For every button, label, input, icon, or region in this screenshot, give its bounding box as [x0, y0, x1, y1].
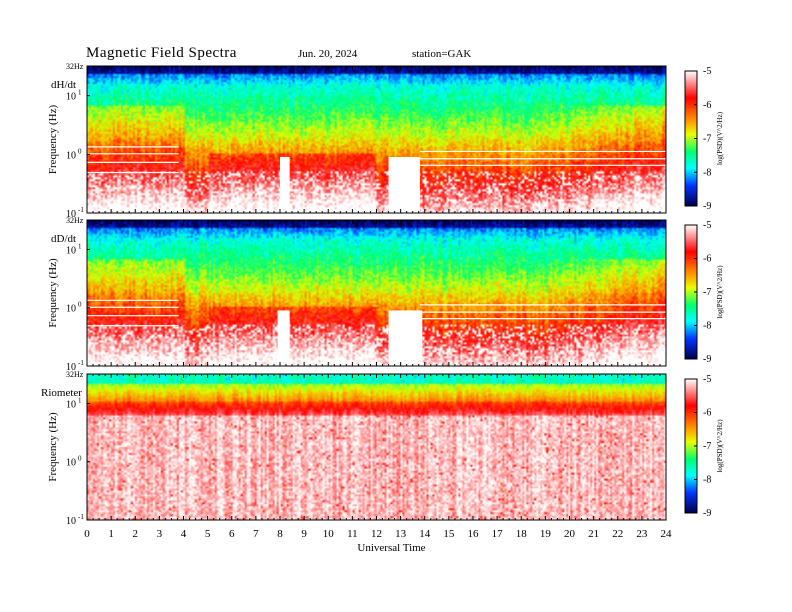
- x-tick-label: 13: [395, 528, 407, 540]
- y-tick-label-2: 10: [66, 516, 76, 527]
- panel-label: Riometer: [41, 387, 82, 399]
- x-tick-label: 20: [564, 528, 576, 540]
- x-tick-label: 4: [181, 528, 187, 540]
- page-title: Magnetic Field Spectra: [86, 45, 237, 61]
- x-tick-label: 8: [277, 528, 283, 540]
- x-tick-label: 7: [253, 528, 259, 540]
- y-top-label: 32Hz: [66, 62, 84, 71]
- data-gap: [388, 157, 420, 213]
- x-tick-label: 15: [443, 528, 455, 540]
- y-axis-label: Frequency (Hz): [47, 105, 59, 175]
- y-tick-label-1: 10: [66, 150, 76, 161]
- y-tick-label-0: 10: [66, 399, 76, 410]
- y-tick-label-0: 10: [66, 245, 76, 256]
- colorbar-tick-label: -7: [703, 441, 711, 452]
- colorbar-label: log(PSD)(V^2/Hz): [716, 265, 724, 319]
- y-tick-label-1: 10: [66, 458, 76, 469]
- y-axis-label: Frequency (Hz): [47, 258, 59, 328]
- x-tick-label: 16: [468, 528, 480, 540]
- y-tick-exp-2: -1: [78, 359, 84, 367]
- y-tick-exp-1: 0: [78, 455, 82, 463]
- x-tick-label: 22: [612, 528, 623, 540]
- colorbar-tick-label: -8: [703, 167, 711, 178]
- y-tick-label-2: 10: [66, 362, 76, 373]
- x-tick-label: 18: [516, 528, 528, 540]
- x-tick-label: 1: [108, 528, 114, 540]
- colorbar-tick-label: -9: [703, 508, 711, 519]
- panel-label: dD/dt: [51, 233, 76, 245]
- x-tick-label: 3: [157, 528, 163, 540]
- colorbar-tick-label: -5: [703, 374, 711, 385]
- data-gap: [280, 157, 290, 213]
- colorbar-tick-label: -7: [703, 287, 711, 298]
- colorbar-tick-label: -8: [703, 321, 711, 332]
- colorbar-label: log(PSD)(V^2/Hz): [716, 419, 724, 473]
- data-gap: [277, 310, 290, 366]
- x-tick-label: 19: [540, 528, 552, 540]
- x-tick-label: 17: [492, 528, 504, 540]
- y-top-label: 32Hz: [66, 216, 84, 225]
- x-tick-label: 6: [229, 528, 235, 540]
- spectrogram-image: [87, 374, 666, 520]
- spectrogram-image: [87, 220, 666, 366]
- y-tick-exp-0: 1: [78, 89, 82, 97]
- y-tick-exp-2: -1: [78, 206, 84, 214]
- colorbar-tick-label: -7: [703, 134, 711, 145]
- x-tick-label: 9: [301, 528, 307, 540]
- y-axis-label: Frequency (Hz): [47, 412, 59, 482]
- y-tick-label-1: 10: [66, 304, 76, 315]
- y-tick-exp-1: 0: [78, 147, 82, 155]
- colorbar-tick-label: -9: [703, 354, 711, 365]
- x-tick-label: 11: [347, 528, 358, 540]
- colorbar-tick-label: -6: [703, 408, 711, 419]
- x-tick-label: 5: [205, 528, 211, 540]
- colorbar-label: log(PSD)(V^2/Hz): [716, 111, 724, 165]
- x-tick-label: 2: [133, 528, 139, 540]
- y-tick-exp-0: 1: [78, 396, 82, 404]
- x-tick-label: 0: [84, 528, 90, 540]
- x-tick-label: 12: [371, 528, 382, 540]
- x-axis-label: Universal Time: [357, 542, 425, 554]
- data-gap: [388, 310, 423, 366]
- panel-label: dH/dt: [51, 79, 76, 91]
- x-tick-label: 10: [323, 528, 335, 540]
- y-tick-label-0: 10: [66, 92, 76, 103]
- y-tick-exp-1: 0: [78, 301, 82, 309]
- y-tick-label-2: 10: [66, 209, 76, 220]
- station-label: station=GAK: [412, 48, 472, 60]
- y-tick-exp-0: 1: [78, 242, 82, 250]
- colorbar-tick-label: -5: [703, 220, 711, 231]
- x-tick-label: 14: [419, 528, 431, 540]
- colorbar-tick-label: -6: [703, 254, 711, 265]
- x-tick-label: 24: [661, 528, 673, 540]
- colorbar-tick-label: -9: [703, 201, 711, 212]
- colorbar-tick-label: -6: [703, 100, 711, 111]
- colorbar-tick-label: -5: [703, 66, 711, 77]
- x-tick-label: 23: [636, 528, 648, 540]
- y-tick-exp-2: -1: [78, 513, 84, 521]
- date-label: Jun. 20, 2024: [298, 48, 358, 60]
- y-top-label: 32Hz: [66, 370, 84, 379]
- x-tick-label: 21: [588, 528, 599, 540]
- colorbar-tick-label: -8: [703, 475, 711, 486]
- spectrogram-image: [87, 66, 666, 213]
